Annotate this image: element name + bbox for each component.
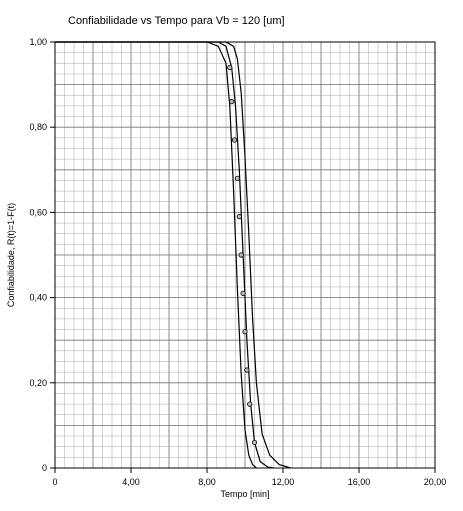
data-point [240,290,246,296]
data-point [238,252,244,258]
data-point [236,214,242,220]
data-point [251,439,258,446]
y-tick-label: 0,40 [29,293,47,303]
x-axis-label: Tempo [min] [220,489,269,499]
x-tick-label: 0 [52,477,57,487]
x-tick-label: 8,00 [198,477,216,487]
upper-bound-curve [55,41,291,469]
y-axis: 0 0,20 0,40 0,60 0,80 1,00 [29,37,55,473]
x-axis: 0 4,00 8,00 12,00 16,00 20,00 [52,468,446,487]
y-axis-label: Confiabilidade, R(t)=1-F(t) [6,203,16,307]
data-point [247,401,253,407]
data-point [242,329,248,335]
data-points [227,64,258,446]
data-point [227,64,233,71]
grid [55,42,435,468]
x-tick-label: 20,00 [424,477,447,487]
y-tick-label: 0 [42,463,47,473]
data-point [234,175,240,181]
y-tick-label: 1,00 [29,37,47,47]
chart-title: Confiabilidade vs Tempo para Vb = 120 [u… [68,15,285,27]
data-point [229,99,235,105]
plot-area [54,41,436,469]
x-tick-label: 4,00 [122,477,140,487]
lower-bound-curve [55,41,257,469]
y-tick-label: 0,80 [29,122,47,132]
x-tick-label: 12,00 [272,477,295,487]
x-tick-label: 16,00 [348,477,371,487]
data-point [231,137,238,143]
data-point [244,367,250,373]
y-tick-label: 0,20 [29,378,47,388]
y-tick-label: 0,60 [29,207,47,217]
